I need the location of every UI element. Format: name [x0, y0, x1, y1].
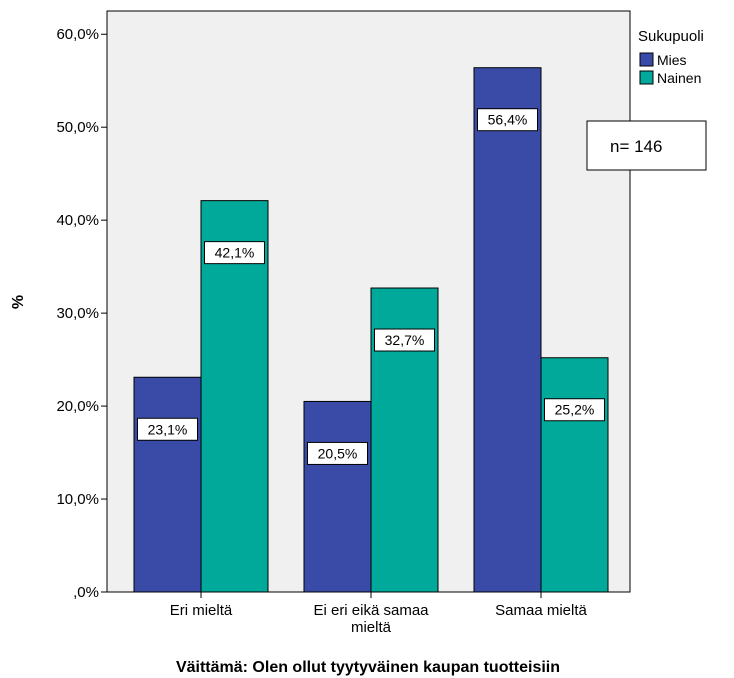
x-category-label: Samaa mieltä	[495, 602, 587, 619]
data-label-box	[204, 241, 265, 265]
y-tick-label: 10,0%	[56, 491, 99, 508]
data-label-box	[477, 108, 538, 132]
data-label: 56,4%	[488, 112, 528, 128]
annotation-text: n= 146	[610, 137, 662, 156]
bar-mies	[303, 400, 372, 593]
legend-swatch-mies	[639, 52, 654, 67]
bar-nainen	[200, 200, 269, 593]
x-axis-categories: Eri mieltä Ei eri eikä samaa mieltä Samaa m…	[170, 592, 588, 636]
y-tick-label: 30,0%	[56, 305, 99, 322]
bar-mies	[473, 67, 542, 593]
x-category-label: Eri mieltä	[170, 602, 233, 619]
legend-swatch-nainen	[639, 70, 654, 85]
y-tick-label: 20,0%	[56, 398, 99, 415]
y-tick-label: 50,0%	[56, 119, 99, 136]
data-label-box	[137, 417, 198, 441]
y-axis-label: %	[10, 295, 27, 309]
legend-label-mies: Mies	[657, 52, 687, 68]
legend-title: Sukupuoli	[638, 28, 704, 45]
y-tick-label: ,0%	[73, 584, 99, 601]
data-label-box	[307, 441, 368, 465]
bar-mies	[133, 376, 202, 593]
sample-size-annotation: n= 146	[586, 120, 707, 171]
data-label: 42,1%	[215, 245, 255, 261]
data-label: 32,7%	[385, 332, 425, 348]
data-label: 23,1%	[148, 421, 188, 437]
legend: Sukupuoli Mies Nainen	[638, 28, 704, 86]
data-label-box	[544, 398, 605, 422]
bars: 23,1% 42,1% 20,5% 32,7% 56,4% 25,2%	[133, 67, 609, 593]
x-axis-label: Väittämä: Olen ollut tyytyväinen kaupan …	[176, 659, 560, 676]
data-label: 25,2%	[555, 402, 595, 418]
y-axis: ,0% 10,0% 20,0% 30,0% 40,0% 50,0% 60,0%	[56, 26, 107, 601]
bar-nainen	[540, 357, 609, 593]
annotation-box	[586, 120, 707, 171]
data-label: 20,5%	[318, 445, 358, 461]
x-category-label: Ei eri eikä samaa mieltä	[313, 602, 429, 636]
y-tick-label: 40,0%	[56, 212, 99, 229]
y-tick-label: 60,0%	[56, 26, 99, 43]
data-label-box	[374, 328, 435, 352]
legend-label-nainen: Nainen	[657, 70, 701, 86]
